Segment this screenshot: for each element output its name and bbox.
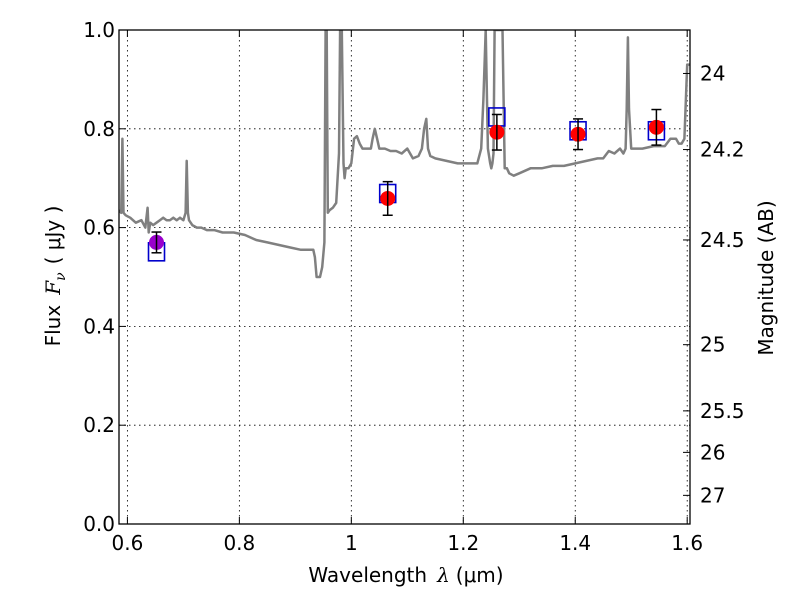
x-tick-label: 0.6 — [111, 531, 143, 555]
x-tick-label: 1.6 — [671, 531, 703, 555]
y-tick-label: 0.4 — [83, 314, 115, 338]
y-tick-label: 0.2 — [83, 413, 115, 437]
x-tick-label: 1 — [345, 531, 358, 555]
y-axis-title: Flux Fν ( μJy ) — [41, 206, 69, 347]
y-tick-label: 0.8 — [83, 117, 115, 141]
x-axis-unit: (μm) — [456, 563, 504, 587]
y2-tick-label: 24 — [700, 61, 725, 85]
y-tick-label: 1.0 — [83, 18, 115, 42]
y2-axis-title: Magnitude (AB) — [754, 200, 778, 355]
grid — [119, 30, 690, 524]
x-axis-label: Wavelength — [308, 563, 427, 587]
y2-tick-label: 27 — [700, 483, 725, 507]
y2-tick-label: 25.5 — [700, 399, 745, 423]
x-tick-label: 0.8 — [223, 531, 255, 555]
plot-frame — [118, 29, 691, 525]
axis-ticks — [119, 29, 690, 525]
y-tick-label: 0.0 — [83, 512, 115, 536]
x-tick-label: 1.4 — [559, 531, 591, 555]
y-axis-subscript: ν — [53, 272, 69, 281]
y2-tick-label: 26 — [700, 440, 725, 464]
y2-tick-label: 24.5 — [700, 228, 745, 252]
x-axis-title: Wavelength λ (μm) — [308, 563, 503, 587]
y2-tick-label: 25 — [700, 333, 725, 357]
y-axis-unit: ( μJy ) — [41, 206, 65, 265]
x-tick-labels: 0.6 0.8 1 1.2 1.4 1.6 — [111, 531, 703, 555]
y2-tick-label: 24.2 — [700, 138, 745, 162]
photometry-points — [147, 107, 666, 262]
y2-tick-labels: 24 24.2 24.5 25 25.5 26 27 — [700, 61, 745, 507]
y-tick-label: 0.6 — [83, 216, 115, 240]
x-tick-label: 1.2 — [447, 531, 479, 555]
x-axis-symbol: λ — [436, 563, 450, 587]
y-axis-symbol: F — [41, 280, 65, 296]
y-tick-labels: 0.0 0.2 0.4 0.6 0.8 1.0 — [83, 18, 115, 536]
spectrum-line — [119, 30, 690, 279]
y-axis-label: Flux — [41, 305, 65, 347]
